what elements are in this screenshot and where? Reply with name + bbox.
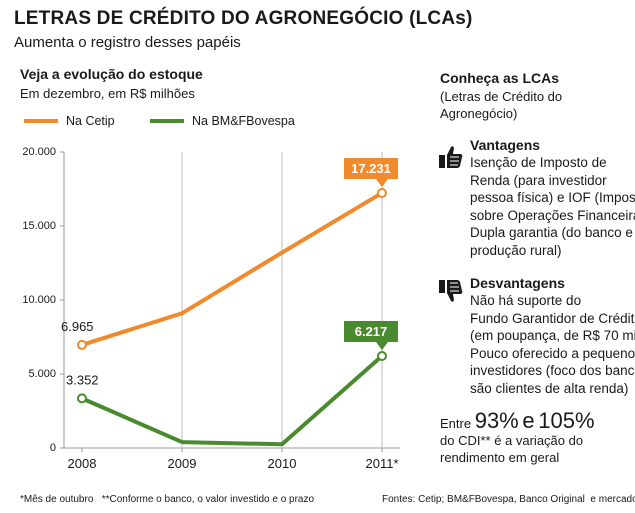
chart-unit-note: Em dezembro, em R$ milhões (20, 86, 195, 101)
data-label-bovespa-end-pointer (376, 341, 388, 350)
cons-line: Fundo Garantidor de Crédito (470, 310, 635, 326)
cons-line: (em poupança, de R$ 70 mil) (470, 328, 635, 343)
pros-line: pessoa física) e IOF (Imposto (470, 190, 635, 205)
line-chart: Na Cetip Na BM&FBovespa 0 5.000 10.000 15.00… (22, 114, 400, 471)
legend-label: Na Cetip (66, 114, 115, 128)
chart-legend: Na Cetip Na BM&FBovespa (24, 114, 295, 128)
x-tick-label: 2008 (68, 456, 97, 471)
series-line (81, 354, 384, 447)
page-subtitle: Aumenta o registro desses papéis (14, 34, 241, 51)
page-title: LETRAS DE CRÉDITO DO AGRONEGÓCIO (LCAs) (14, 8, 473, 29)
range-mid: e (522, 408, 535, 433)
pros-line: sobre Operações Financeiras) (470, 207, 635, 223)
data-point (377, 187, 387, 198)
chart-heading: Veja a evolução do estoque (20, 66, 203, 82)
data-label-bovespa-end-box (344, 320, 398, 342)
y-tick-label: 0 (50, 442, 56, 454)
cons-heading: Desvantagens (470, 275, 565, 291)
x-tick-label: 2009 (168, 456, 197, 471)
range-low: 93% (474, 408, 519, 433)
pros-text: Isenção de Imposto de Renda (para investi… (470, 154, 635, 259)
pros-line: Isenção de Imposto de (470, 155, 607, 170)
pros-heading: Vantagens (470, 137, 541, 153)
data-label-cetip-end: 17.231 (351, 161, 391, 176)
cons-line: investidores (foco dos bancos (470, 363, 635, 378)
data-point (377, 350, 387, 361)
chart-data-labels: 6.965 3.352 17.231 6.217 (61, 157, 398, 387)
range-prefix: Entre (440, 416, 472, 431)
y-tick-label: 20.000 (22, 146, 56, 158)
info-title: Conheça as LCAs (440, 70, 560, 86)
x-tick-label: 2010 (268, 456, 297, 471)
cons-line: Não há suporte do (470, 293, 582, 308)
data-label-bovespa-start: 3.352 (66, 372, 99, 387)
sources: Fontes: Cetip; BM&FBovespa, Banco Origin… (382, 494, 635, 505)
range-tail-2: rendimento em geral (440, 450, 560, 465)
range-high: 105% (538, 408, 595, 433)
data-label-bovespa-end: 6.217 (355, 324, 388, 339)
chart-series (77, 187, 387, 447)
y-tick-label: 5.000 (28, 368, 56, 380)
thumbs-down-icon (439, 280, 463, 302)
y-tick-label: 15.000 (22, 220, 56, 232)
info-subtitle: (Letras de Crédito do Agronegócio) (440, 89, 563, 121)
series-line (81, 191, 384, 347)
yield-range: Entre 93% e 105% do CDI** é a variação d… (440, 410, 630, 466)
range-tail-1: do CDI** é a variação do (440, 433, 584, 448)
data-label-cetip-end-pointer (376, 178, 388, 187)
thumbs-up-icon (439, 146, 463, 168)
y-tick-label: 10.000 (22, 294, 56, 306)
cons-text: Não há suporte do Fundo Garantidor de Cré… (470, 292, 635, 397)
data-label-cetip-end-box (344, 157, 398, 179)
cons-line: Pouco oferecido a pequenos (470, 345, 635, 361)
footnotes: *Mês de outubro **Conforme o banco, o va… (20, 494, 315, 505)
data-point (77, 393, 87, 404)
pros-line: Renda (para investidor (470, 172, 607, 188)
pros-line: Dupla garantia (do banco e da (470, 225, 635, 240)
legend-label: Na BM&FBovespa (192, 114, 295, 128)
chart-axes: 0 5.000 10.000 15.000 20.000 2008 2009 2010 2011… (22, 146, 400, 471)
data-point (77, 339, 87, 350)
x-tick-label: 2011* (365, 456, 398, 471)
data-label-cetip-start: 6.965 (61, 319, 94, 334)
pros-line: produção rural) (470, 242, 562, 258)
cons-line: são clientes de alta renda) (470, 380, 629, 396)
